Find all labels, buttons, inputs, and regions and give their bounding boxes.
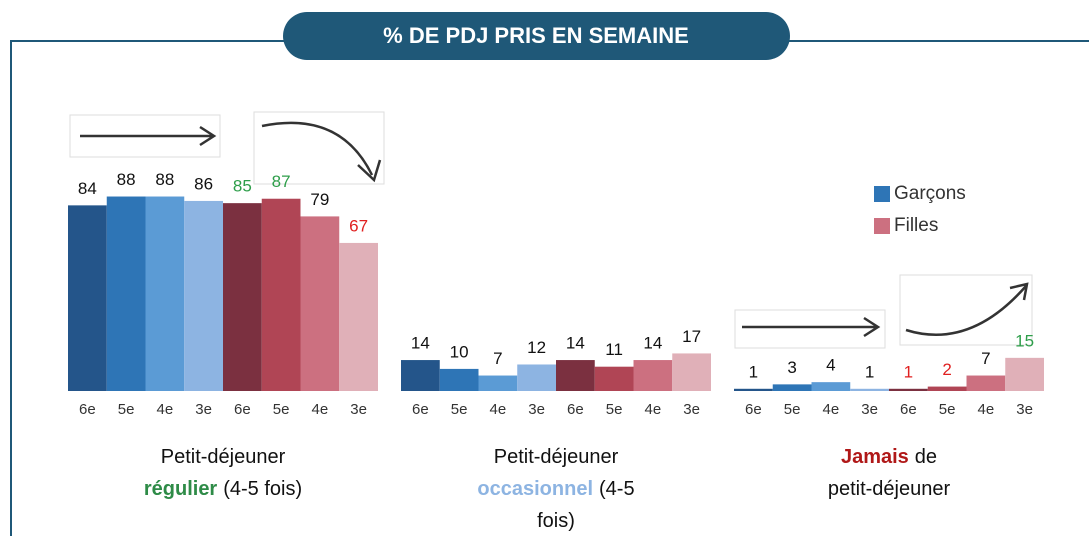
value-label: 2 — [942, 360, 951, 379]
arrows — [69, 111, 1033, 349]
x-tick-label: 4e — [157, 401, 174, 418]
x-tick-label: 3e — [683, 401, 700, 418]
value-label: 10 — [450, 342, 469, 361]
bar — [927, 386, 967, 391]
value-label: 3 — [787, 358, 796, 377]
bar — [772, 384, 812, 391]
value-label: 85 — [233, 177, 252, 196]
value-label: 14 — [643, 334, 662, 353]
caption-part: Petit-déjeuner — [161, 446, 286, 468]
x-tick-label: 5e — [784, 401, 801, 418]
bar — [300, 216, 340, 391]
value-label: 14 — [411, 334, 430, 353]
caption-part: fois) — [537, 510, 575, 532]
x-tick-label: 3e — [1016, 401, 1033, 418]
x-tick-label: 6e — [412, 401, 429, 418]
caption-part: Petit-déjeuner — [494, 446, 619, 468]
value-label: 84 — [78, 179, 97, 198]
bar — [184, 200, 223, 391]
bar — [401, 360, 440, 391]
legend-swatch — [874, 218, 890, 234]
caption-part: Jamais — [841, 446, 909, 468]
group-caption: Petit-déjeuner — [494, 446, 619, 468]
group-caption: fois) — [537, 510, 575, 532]
x-tick-label: 5e — [939, 401, 956, 418]
group-caption: Petit-déjeuner — [161, 446, 286, 468]
bar — [478, 375, 518, 391]
group-caption: Jamais de — [841, 446, 937, 468]
bar — [672, 353, 711, 391]
caption-part: de — [915, 446, 937, 468]
value-label: 67 — [349, 216, 368, 235]
bar — [633, 360, 673, 391]
bar — [1005, 357, 1044, 391]
bar — [106, 196, 146, 391]
x-tick-label: 4e — [645, 401, 662, 418]
caption-part: régulier — [144, 478, 218, 500]
caption-part: occasionnel — [477, 478, 593, 500]
bar — [850, 388, 889, 391]
x-tick-label: 6e — [745, 401, 762, 418]
bar — [811, 382, 851, 391]
x-tick-label: 4e — [312, 401, 329, 418]
value-label: 17 — [682, 327, 701, 346]
x-tick-label: 4e — [823, 401, 840, 418]
x-tick-label: 4e — [978, 401, 995, 418]
legend-swatch — [874, 186, 890, 202]
bar — [594, 366, 634, 391]
x-tick-label: 6e — [79, 401, 96, 418]
x-tick-label: 5e — [451, 401, 468, 418]
x-tick-label: 6e — [567, 401, 584, 418]
value-label: 14 — [566, 334, 585, 353]
bar — [339, 242, 378, 391]
x-tick-label: 5e — [118, 401, 135, 418]
group-caption: régulier (4-5 fois) — [144, 478, 302, 500]
legend-label: Filles — [894, 215, 938, 236]
value-label: 15 — [1015, 331, 1034, 350]
x-tick-label: 6e — [234, 401, 251, 418]
group-caption: occasionnel (4-5 — [477, 478, 634, 500]
x-tick-label: 4e — [490, 401, 507, 418]
value-label: 1 — [904, 362, 913, 381]
caption-part: petit-déjeuner — [828, 478, 951, 500]
bar — [734, 388, 773, 391]
bar — [261, 198, 301, 391]
bar — [223, 203, 262, 391]
x-tick-label: 3e — [195, 401, 212, 418]
x-tick-label: 5e — [273, 401, 290, 418]
bar — [966, 375, 1006, 391]
x-tick-label: 3e — [861, 401, 878, 418]
value-label: 88 — [117, 170, 136, 189]
value-label: 1 — [865, 362, 874, 381]
value-label: 87 — [272, 172, 291, 191]
x-tick-label: 5e — [606, 401, 623, 418]
x-tick-label: 3e — [350, 401, 367, 418]
x-tick-label: 3e — [528, 401, 545, 418]
caption-part: (4-5 — [599, 478, 635, 500]
bar — [889, 388, 928, 391]
value-label: 11 — [605, 340, 623, 359]
legend-label: Garçons — [894, 183, 966, 204]
value-label: 4 — [826, 356, 835, 375]
value-label: 86 — [194, 174, 213, 193]
value-label: 12 — [527, 338, 546, 357]
bar — [556, 360, 595, 391]
bar — [517, 364, 556, 391]
value-label: 79 — [310, 190, 329, 209]
group-caption: petit-déjeuner — [828, 478, 951, 500]
bar — [439, 368, 479, 391]
bar — [68, 205, 107, 391]
chart-title: % DE PDJ PRIS EN SEMAINE — [383, 23, 689, 48]
value-label: 7 — [981, 349, 990, 368]
title-pill — [283, 12, 790, 60]
value-label: 7 — [493, 349, 502, 368]
value-label: 1 — [749, 362, 758, 381]
x-tick-label: 6e — [900, 401, 917, 418]
bar — [145, 196, 185, 391]
caption-part: (4-5 fois) — [223, 478, 302, 500]
value-label: 88 — [155, 170, 174, 189]
